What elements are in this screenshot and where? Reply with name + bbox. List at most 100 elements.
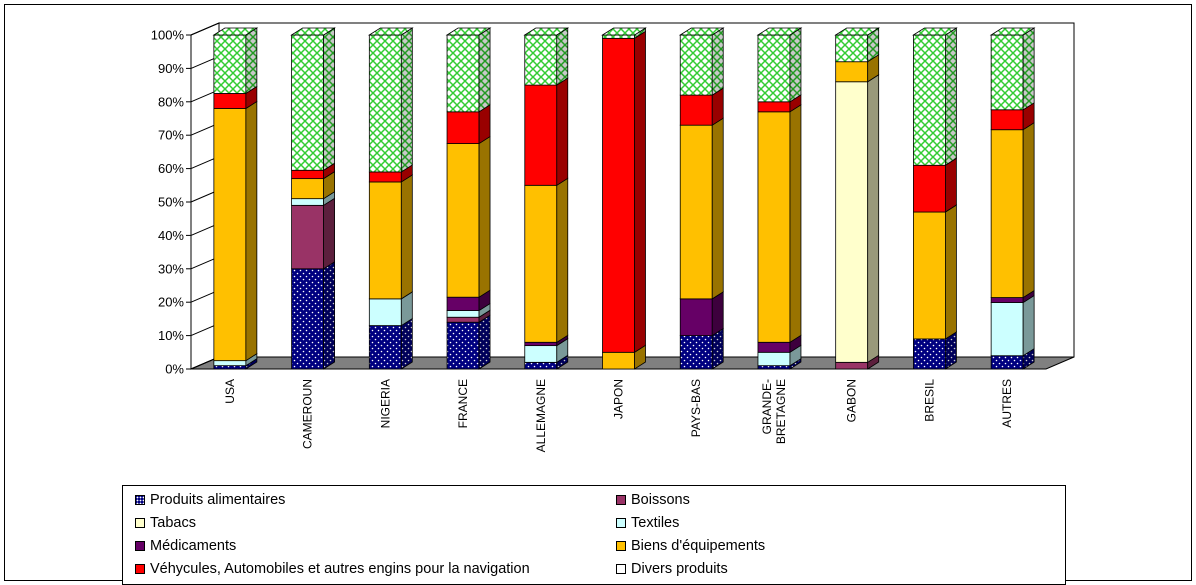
legend-swatch (135, 564, 145, 574)
bar-segment-8-2 (835, 81, 869, 363)
bar-segment-1-7-side (323, 27, 335, 171)
bar-segment-1-0 (291, 268, 324, 370)
bar-segment-8-7 (835, 34, 869, 63)
bar-segment-10-3 (990, 302, 1024, 357)
y-tick-label: 90% (158, 61, 184, 76)
y-tick-label: 10% (158, 328, 184, 343)
x-tick-label: BRESIL (922, 379, 936, 422)
bar-segment-7-5-side (789, 104, 802, 344)
y-tick-label: 100% (151, 28, 185, 43)
bar-segment-6-7-side (711, 27, 724, 96)
bar-top-10 (989, 27, 1036, 36)
bar-segment-3-5-side (478, 135, 491, 298)
y-tick-label: 0% (165, 362, 184, 377)
bar-segment-10-0 (990, 355, 1024, 370)
bar-segment-3-6 (446, 111, 480, 144)
bar-segment-0-3 (213, 360, 247, 367)
bar-segment-1-5 (291, 178, 324, 200)
legend-label: Divers produits (631, 561, 728, 577)
bar-top-7 (756, 27, 803, 36)
legend-label: Tabacs (150, 515, 196, 531)
bar-segment-9-5-side (945, 204, 957, 340)
bar-segment-7-7 (757, 34, 791, 103)
bar-segment-4-6-side (556, 77, 569, 187)
bar-segment-5-6 (602, 37, 635, 353)
legend-swatch (616, 564, 626, 574)
x-tick-label: FRANCE (456, 379, 470, 428)
bar-segment-6-7 (679, 34, 713, 96)
legend-label: Médicaments (150, 538, 237, 554)
bar-segment-7-4 (757, 341, 791, 353)
bar-top-6 (678, 27, 725, 36)
bar-segment-4-0 (524, 361, 558, 370)
bar-top-2 (367, 27, 414, 36)
x-tick-label: AUTRES (1000, 379, 1014, 428)
x-tick-label: ALLEMAGNE (534, 379, 548, 452)
bar-segment-1-7 (291, 34, 324, 171)
bar-segment-4-7 (524, 34, 558, 86)
y-tick-label: 50% (158, 195, 184, 210)
bar-segment-8-5 (835, 61, 869, 83)
y-tick-label: 30% (158, 261, 184, 276)
bar-segment-6-4-side (711, 291, 724, 337)
bar-segment-2-3 (368, 298, 402, 326)
bar-segment-10-5 (990, 129, 1024, 298)
legend-item: Produits alimentaires (135, 490, 285, 510)
bar-segment-0-5 (213, 108, 247, 362)
legend-label: Produits alimentaires (150, 492, 286, 508)
bar-segment-6-5 (679, 124, 713, 300)
legend-swatch (135, 495, 145, 505)
bar-segment-2-7-side (400, 27, 413, 173)
chart-plot: 0% 10% 20% 30% 40% 50% 60% 70% 80% 90% 100% USA CAME… (151, 22, 1075, 452)
bar-top-1 (290, 27, 336, 36)
y-tick-label: 60% (158, 161, 184, 176)
bar-segment-5-7 (602, 34, 635, 39)
bar-segment-4-5-side (556, 177, 569, 344)
bar-segment-0-0 (213, 365, 247, 370)
bar-segment-3-7-side (478, 27, 491, 113)
y-tick-label: 80% (158, 94, 184, 109)
bar-segment-9-6 (913, 164, 946, 213)
x-tick-label: CAMEROUN (301, 379, 315, 449)
legend-item: Tabacs (135, 513, 196, 533)
bar-segment-9-6-side (945, 157, 957, 213)
bar-segment-4-6 (524, 84, 558, 186)
bar-top-5 (601, 27, 647, 36)
legend-item: Biens d'équipements (616, 536, 765, 556)
bar-top-9 (912, 27, 958, 36)
x-tick-label: JAPON (612, 379, 626, 419)
bar-segment-6-0 (679, 335, 713, 370)
bar-segment-0-7-side (245, 27, 258, 95)
legend-item: Véhycules, Automobiles et autres engins … (135, 559, 530, 579)
bar-segment-9-7-side (945, 27, 957, 166)
legend-swatch (135, 518, 145, 528)
legend-item: Divers produits (616, 559, 728, 579)
bar-segment-7-7-side (789, 27, 802, 103)
bar-segment-8-2-side (867, 74, 880, 364)
bar-segment-3-1 (446, 316, 480, 323)
bar-segment-3-0-side (478, 314, 491, 370)
bar-segment-2-5-side (400, 174, 413, 300)
legend-label: Boissons (631, 492, 690, 508)
bar-segment-0-6 (213, 93, 247, 109)
legend-item: Boissons (616, 490, 690, 510)
legend-label: Biens d'équipements (631, 538, 766, 554)
y-tick-depth (190, 22, 220, 36)
legend-item: Médicaments (135, 536, 236, 556)
bar-segment-10-6 (990, 109, 1024, 131)
x-tick-label: GABON (845, 379, 859, 422)
legend-swatch (616, 541, 626, 551)
bar-segment-2-0 (368, 325, 402, 370)
bar-segment-1-6 (291, 169, 324, 180)
bar-segment-3-3 (446, 310, 480, 318)
bar-segment-9-7 (913, 34, 946, 166)
bar-segment-1-1 (291, 204, 324, 270)
x-tick-label: GRANDE-BRETAGNE (760, 379, 788, 444)
x-tick-label: USA (223, 379, 237, 404)
bar-top-3 (445, 27, 492, 36)
bar-top-4 (523, 27, 570, 36)
bar-segment-3-0 (446, 321, 480, 370)
legend-swatch (616, 495, 626, 505)
y-tick-label: 70% (158, 128, 184, 143)
bar-segment-3-5 (446, 143, 480, 298)
